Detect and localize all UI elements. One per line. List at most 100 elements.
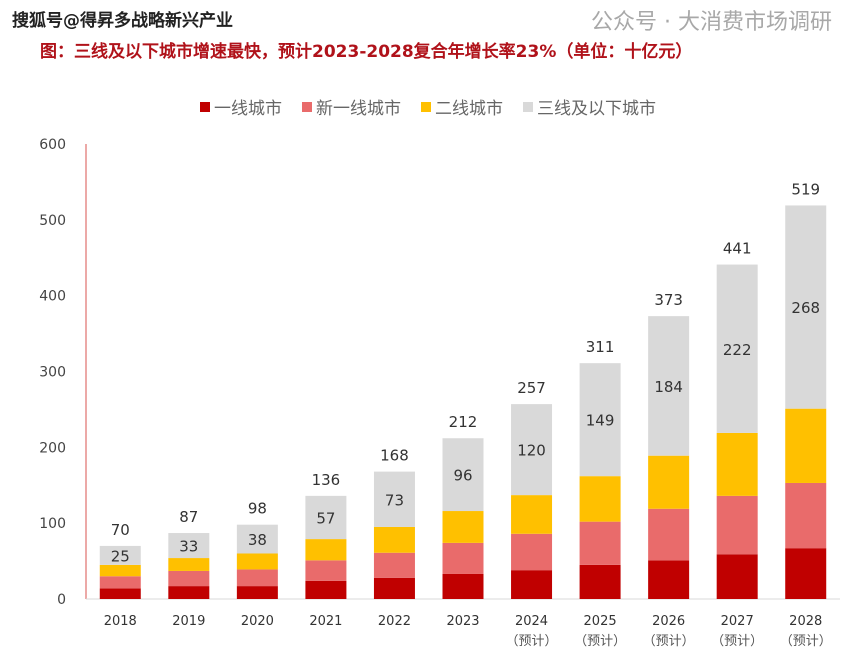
total-label: 168 <box>380 447 409 465</box>
data-label: 268 <box>791 299 820 317</box>
bar-segment-0 <box>785 548 827 599</box>
x-tick-sublabel: （预计） <box>643 634 695 649</box>
bar-segment-1 <box>511 533 553 571</box>
legend-item: 三线及以下城市 <box>523 94 656 119</box>
bar-segment-1 <box>99 576 141 589</box>
bar-segment-0 <box>168 586 210 599</box>
total-label: 212 <box>449 413 478 431</box>
x-tick-label: 2021 <box>309 614 342 629</box>
x-tick-sublabel: （预计） <box>780 634 832 649</box>
y-tick-label: 100 <box>39 516 66 532</box>
total-label: 87 <box>179 508 198 526</box>
bar-segment-3 <box>236 524 278 554</box>
x-tick-label: 2023 <box>446 614 479 629</box>
x-tick-label: 2026 <box>652 614 685 629</box>
bar-segment-1 <box>168 570 210 587</box>
bar-segment-0 <box>442 573 484 599</box>
legend-label: 三线及以下城市 <box>537 99 656 119</box>
total-label: 98 <box>248 500 267 518</box>
bar-segment-3 <box>785 205 827 409</box>
bar-segment-3 <box>648 316 690 456</box>
bar-segment-0 <box>236 586 278 599</box>
legend-swatch <box>200 101 210 112</box>
y-tick-label: 600 <box>39 137 66 153</box>
bar-segment-1 <box>579 521 621 565</box>
bar-segment-2 <box>511 495 553 534</box>
legend-item: 一线城市 <box>200 94 282 119</box>
bar-segment-0 <box>305 580 347 599</box>
bar-segment-3 <box>168 533 210 559</box>
legend-label: 新一线城市 <box>316 99 401 119</box>
bar-segment-3 <box>579 363 621 477</box>
y-tick-label: 500 <box>39 213 66 229</box>
total-label: 70 <box>111 521 130 539</box>
data-label: 73 <box>385 491 404 509</box>
bar-segment-3 <box>442 438 484 512</box>
x-tick-sublabel: （预计） <box>506 634 558 649</box>
data-label: 149 <box>586 412 615 430</box>
bar-segment-2 <box>168 558 210 571</box>
legend-item: 二线城市 <box>421 94 503 119</box>
source-watermark: 搜狐号@得昇多战略新兴产业 <box>12 11 233 31</box>
y-tick-label: 300 <box>39 365 66 381</box>
bar-segment-1 <box>442 542 484 574</box>
legend-swatch <box>302 101 312 112</box>
chart-title: 图：三线及以下城市增速最快，预计2023-2028复合年增长率23%（单位：十亿… <box>40 42 693 62</box>
legend-swatch <box>523 101 533 112</box>
bar-segment-2 <box>785 408 827 483</box>
x-tick-label: 2019 <box>172 614 205 629</box>
x-tick-label: 2018 <box>104 614 137 629</box>
bar-segment-1 <box>785 482 827 549</box>
x-tick-label: 2022 <box>378 614 411 629</box>
total-label: 136 <box>312 471 341 489</box>
bar-segment-2 <box>579 476 621 522</box>
bar-segment-0 <box>648 560 690 599</box>
x-tick-sublabel: （预计） <box>711 634 763 649</box>
bar-segment-3 <box>373 471 415 527</box>
total-label: 373 <box>654 291 683 309</box>
data-label: 33 <box>179 538 198 556</box>
data-label: 120 <box>517 442 546 460</box>
data-label: 96 <box>453 467 472 485</box>
bar-segment-2 <box>716 432 758 496</box>
bar-segment-3 <box>99 545 141 565</box>
legend-swatch <box>421 101 431 112</box>
bar-segment-0 <box>716 554 758 599</box>
y-tick-label: 0 <box>57 592 66 608</box>
bar-segment-2 <box>236 553 278 570</box>
y-tick-label: 400 <box>39 289 66 305</box>
bar-segment-1 <box>373 552 415 578</box>
bar-segment-2 <box>99 564 141 577</box>
x-tick-label: 2024 <box>515 614 548 629</box>
bar-segment-2 <box>305 539 347 561</box>
total-label: 441 <box>723 240 752 258</box>
data-label: 38 <box>248 531 267 549</box>
data-label: 57 <box>316 509 335 527</box>
bar-segment-0 <box>373 577 415 599</box>
x-tick-label: 2020 <box>241 614 274 629</box>
bar-segment-1 <box>648 508 690 561</box>
bar-segment-0 <box>579 564 621 599</box>
bar-segment-2 <box>373 526 415 553</box>
data-label: 184 <box>654 378 683 396</box>
data-label: 222 <box>723 341 752 359</box>
bar-segment-1 <box>716 495 758 555</box>
total-label: 519 <box>791 180 820 198</box>
x-tick-label: 2025 <box>584 614 617 629</box>
bar-segment-0 <box>511 570 553 599</box>
bar-segment-3 <box>511 404 553 496</box>
bar-segment-0 <box>99 588 141 599</box>
x-tick-sublabel: （预计） <box>574 634 626 649</box>
bar-segment-2 <box>648 455 690 509</box>
legend-item: 新一线城市 <box>302 94 401 119</box>
bottom-watermark: 公众号 · 大消费市场调研 <box>591 10 832 35</box>
total-label: 257 <box>517 379 546 397</box>
data-label: 25 <box>111 547 130 565</box>
x-tick-label: 2028 <box>789 614 822 629</box>
x-tick-label: 2027 <box>721 614 754 629</box>
y-tick-label: 200 <box>39 440 66 456</box>
bar-segment-3 <box>716 264 758 433</box>
bar-segment-1 <box>305 560 347 581</box>
